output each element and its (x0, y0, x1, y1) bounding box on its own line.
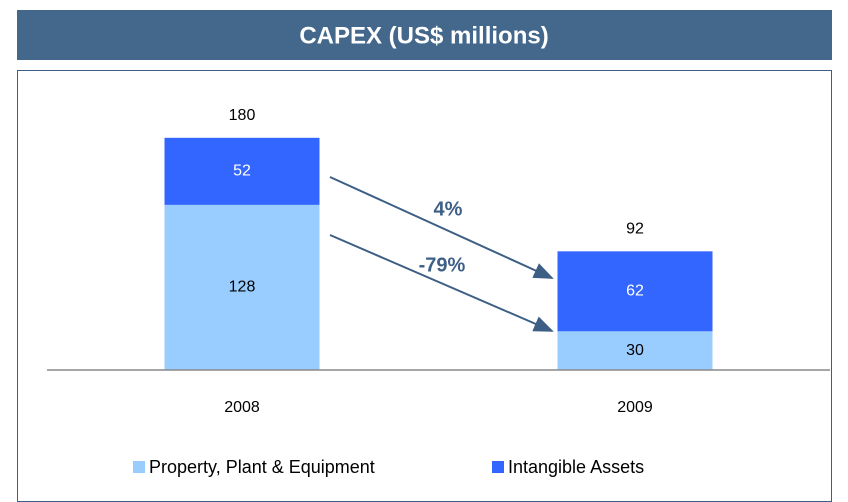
legend-swatch (492, 461, 504, 473)
arrow (329, 176, 554, 279)
data-label: 62 (626, 283, 644, 300)
bar-segment (164, 137, 320, 205)
x-tick-label: 2009 (617, 399, 653, 416)
legend-label: Property, Plant & Equipment (149, 457, 375, 477)
legend-label: Intangible Assets (508, 457, 644, 477)
header-band (17, 10, 832, 60)
total-label: 180 (229, 107, 256, 124)
data-label: 128 (229, 279, 256, 296)
bar-segment (557, 331, 713, 370)
bar-segment (164, 204, 320, 370)
arrow (329, 234, 554, 332)
data-label: 52 (233, 163, 251, 180)
legend-swatch (133, 461, 145, 473)
x-tick-label: 2008 (224, 399, 260, 416)
data-label: 30 (626, 342, 644, 359)
annotation: -79% (419, 254, 466, 276)
annotation: 4% (434, 198, 463, 220)
chart-title: CAPEX (US$ millions) (299, 22, 548, 49)
total-label: 92 (626, 221, 644, 238)
bar-segment (557, 251, 713, 332)
